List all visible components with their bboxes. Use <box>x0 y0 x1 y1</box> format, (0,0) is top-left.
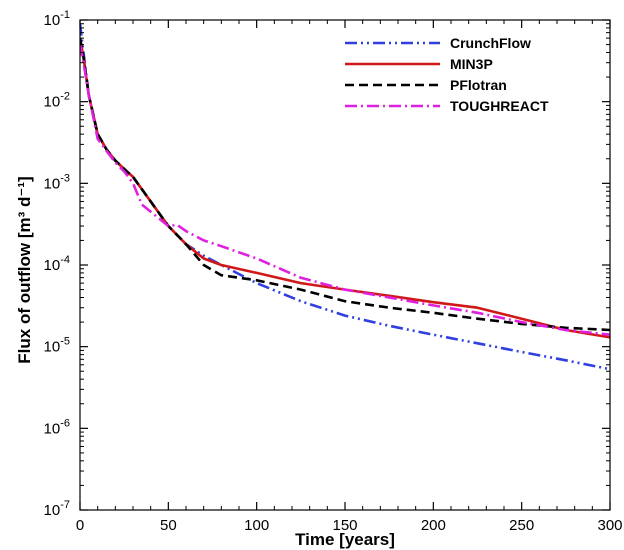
series-line-min3p <box>80 37 610 339</box>
y-axis-title: Flux of outflow [m³ d⁻¹] <box>15 176 34 363</box>
series-layer <box>80 23 610 371</box>
series-line-crunchflow <box>80 23 610 371</box>
y-tick-label: 10-3 <box>44 172 70 192</box>
legend: CrunchFlow MIN3P PFlotran TOUGHREACT <box>345 35 549 114</box>
x-tick-label: 300 <box>597 517 622 534</box>
legend-label: PFlotran <box>450 77 507 93</box>
legend-label: CrunchFlow <box>450 35 531 51</box>
legend-label: MIN3P <box>450 56 493 72</box>
x-tick-label: 100 <box>244 517 269 534</box>
y-axis: 10-7 10-6 10-5 10-4 10-3 10-2 10-1 <box>44 9 610 519</box>
legend-label: TOUGHREACT <box>450 98 549 114</box>
y-tick-label: 10-7 <box>44 499 70 519</box>
y-tick-label: 10-5 <box>44 336 70 356</box>
x-axis: 0 50 100 150 200 250 300 <box>76 20 623 534</box>
x-axis-title: Time [years] <box>295 530 395 549</box>
y-tick-label: 10-4 <box>44 254 70 274</box>
series-line-pflotran <box>80 37 610 332</box>
y-tick-label: 10-6 <box>44 417 70 437</box>
x-tick-label: 150 <box>332 517 357 534</box>
series-line-toughreact <box>80 44 610 336</box>
plot-frame <box>79 19 611 511</box>
x-tick-label: 0 <box>76 517 84 534</box>
x-tick-label: 200 <box>421 517 446 534</box>
y-tick-label: 10-2 <box>44 91 70 111</box>
x-tick-label: 250 <box>509 517 534 534</box>
y-tick-label: 10-1 <box>44 9 70 29</box>
x-tick-label: 50 <box>160 517 177 534</box>
